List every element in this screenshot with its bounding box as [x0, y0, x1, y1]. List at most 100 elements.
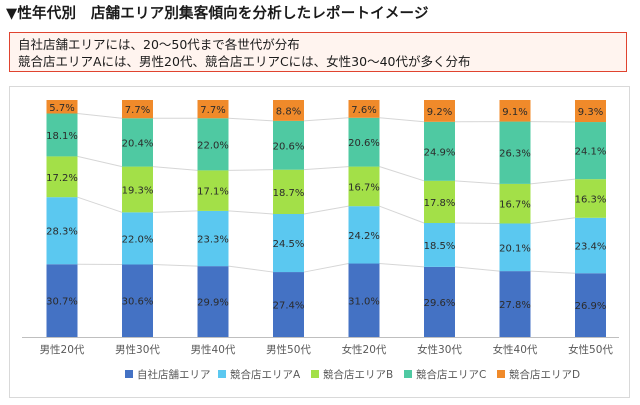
data-label: 27.8%	[499, 300, 531, 311]
x-tick-label: 男性20代	[40, 343, 85, 356]
series-connector-line	[228, 210, 274, 215]
data-label: 23.4%	[575, 242, 607, 253]
data-label: 24.9%	[424, 147, 456, 158]
bar-segment	[424, 223, 455, 267]
data-label: 30.6%	[122, 297, 154, 308]
data-label: 29.9%	[197, 298, 229, 309]
series-connector-line	[77, 196, 123, 213]
series-connector-line	[228, 117, 274, 122]
bar-segment	[424, 180, 455, 224]
data-label: 18.5%	[424, 241, 456, 252]
bar-segment	[348, 206, 380, 264]
series-connector-line	[152, 210, 198, 213]
x-tick-label: 女性40代	[493, 343, 538, 356]
bar-segment	[348, 100, 380, 118]
legend-label: 自社店舗エリア	[137, 368, 211, 381]
series-connector-line	[530, 178, 576, 185]
data-label: 9.1%	[502, 107, 527, 118]
bar-segment	[197, 100, 229, 119]
page-heading: ▼性年代別 店舗エリア別集客傾向を分析したレポートイメージ	[6, 6, 429, 22]
bar-segment	[575, 217, 606, 274]
stacked-bar-chart: 30.7% 30.6% 29.9% 27.4% 31.0% 29.6% 27.8% 26.9%…	[22, 100, 619, 381]
x-tick-label: 女性30代	[417, 343, 462, 356]
series-connector-line	[228, 265, 274, 273]
series-connector-line	[77, 113, 123, 119]
bar-segment	[575, 273, 606, 337]
bar-segment	[273, 169, 304, 214]
data-label: 16.7%	[499, 200, 531, 211]
bar-segment	[46, 113, 78, 157]
bar-segment	[122, 212, 153, 265]
data-label: 23.3%	[197, 235, 229, 246]
data-label: 26.3%	[499, 149, 531, 160]
data-label: 7.7%	[125, 105, 150, 116]
series-connector-line	[454, 266, 500, 272]
series-connector-line	[379, 205, 425, 224]
bar-segment	[348, 166, 380, 207]
series-connector-line	[454, 180, 500, 185]
data-label: 31.0%	[348, 296, 380, 307]
legend-swatch	[218, 370, 226, 378]
series-connector-line	[530, 217, 576, 224]
series-connector-line	[379, 117, 425, 123]
data-label: 17.1%	[197, 187, 229, 198]
data-label: 20.6%	[348, 138, 380, 149]
bar-segment	[197, 266, 229, 337]
callout-line-2: 競合店エリアAには、男性20代、競合店エリアCには、女性30～40代が多く分布	[18, 54, 471, 69]
data-label: 16.3%	[575, 194, 607, 205]
data-label: 8.8%	[276, 106, 301, 117]
legend-swatch	[311, 370, 319, 378]
bar-segment	[273, 120, 304, 170]
summary-callout: 自社店舗エリアには、20～50代まで各世代が分布 競合店エリアAには、男性20代…	[9, 32, 627, 72]
bar-segment	[424, 100, 455, 122]
legend-label: 競合店エリアB	[323, 368, 393, 381]
data-label: 24.1%	[575, 147, 607, 158]
legend-label: 競合店エリアA	[230, 368, 301, 381]
bar-segment	[575, 122, 606, 180]
bar-segment	[46, 156, 78, 198]
data-label: 5.7%	[49, 103, 74, 114]
bar-segment	[348, 263, 380, 337]
bar-segment	[499, 121, 531, 184]
bar-segment	[122, 100, 153, 119]
data-label: 20.4%	[122, 138, 154, 149]
data-label: 22.0%	[122, 234, 154, 245]
bar-segment	[122, 264, 153, 337]
data-label: 24.2%	[348, 231, 380, 242]
bar-segment	[273, 272, 304, 337]
x-tick-label: 女性20代	[342, 343, 387, 356]
data-label: 18.1%	[46, 131, 78, 142]
series-connector-line	[152, 263, 198, 267]
bar-segment	[575, 179, 606, 218]
bar-segment	[122, 166, 153, 213]
data-label: 27.4%	[273, 301, 305, 312]
x-tick-label: 男性50代	[266, 343, 311, 356]
data-label: 26.9%	[575, 301, 607, 312]
bar-segment	[575, 100, 606, 123]
bar-segment	[424, 121, 455, 181]
data-label: 7.6%	[351, 105, 376, 116]
data-label: 20.6%	[273, 141, 305, 152]
bar-segment	[499, 271, 531, 337]
data-label: 29.6%	[424, 298, 456, 309]
bar-segment	[348, 117, 380, 167]
series-connector-line	[303, 117, 349, 122]
series-connector-line	[303, 166, 349, 171]
legend-label: 競合店エリアD	[509, 368, 580, 381]
callout-line-1: 自社店舗エリアには、20～50代まで各世代が分布	[18, 37, 300, 52]
data-label: 22.0%	[197, 140, 229, 151]
bar-segment	[46, 100, 78, 114]
data-label: 20.1%	[499, 243, 531, 254]
bar-segment	[424, 266, 455, 337]
data-label: 9.2%	[427, 107, 452, 118]
legend-swatch	[404, 370, 412, 378]
legend-swatch	[125, 370, 133, 378]
series-connector-line	[379, 166, 425, 182]
data-label: 17.2%	[46, 173, 78, 184]
data-label: 9.3%	[578, 107, 603, 118]
bar-segment	[197, 170, 229, 211]
series-connector-line	[152, 166, 198, 171]
series-connector-line	[228, 169, 274, 171]
bar-segment	[122, 118, 153, 167]
bar-segment	[46, 197, 78, 265]
